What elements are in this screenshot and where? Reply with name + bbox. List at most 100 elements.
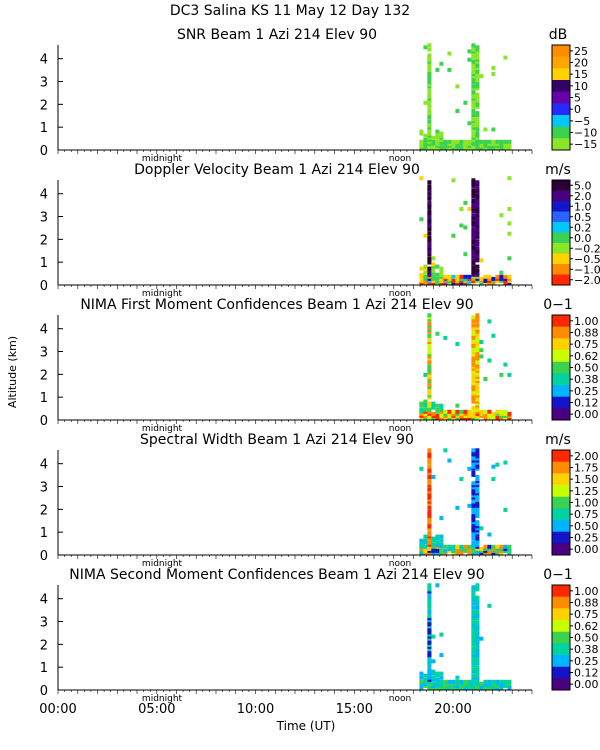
heatmap-cell <box>423 407 428 412</box>
heatmap-cell <box>471 123 476 128</box>
heatmap-cell <box>435 416 440 420</box>
heatmap-cell <box>475 524 480 529</box>
heatmap-cell <box>471 317 476 322</box>
heatmap-cell <box>503 276 508 281</box>
colorbar-label: 0.0 <box>574 232 592 245</box>
heatmap-cell <box>495 276 500 281</box>
noon-label: noon <box>389 424 411 434</box>
heatmap-cell <box>467 546 472 551</box>
heatmap-cell <box>423 274 428 279</box>
heatmap-cell <box>455 109 460 113</box>
heatmap-cell <box>427 401 432 406</box>
heatmap-cell <box>427 276 432 281</box>
heatmap-cell <box>459 546 464 551</box>
heatmap-cell <box>471 96 476 101</box>
heatmap-cell <box>475 520 480 525</box>
heatmap-cell <box>423 551 428 555</box>
heatmap-cell <box>419 217 424 222</box>
heatmap-cell <box>475 686 480 690</box>
heatmap-cell <box>475 209 480 214</box>
heatmap-cell <box>427 673 432 678</box>
heatmap-cell <box>435 67 440 72</box>
heatmap-cell <box>435 583 440 588</box>
heatmap-cell <box>431 538 436 543</box>
heatmap-cell <box>471 227 476 232</box>
heatmap-cell <box>459 686 464 690</box>
heatmap-cell <box>479 281 484 285</box>
heatmap-cell <box>467 544 472 549</box>
heatmap-cell <box>419 401 424 406</box>
heatmap-cell <box>487 551 492 555</box>
heatmap-cell <box>455 679 460 684</box>
heatmap-cell <box>427 647 432 651</box>
heatmap-cell <box>459 477 464 481</box>
heatmap-cell <box>427 115 432 120</box>
heatmap-cell <box>451 141 456 146</box>
heatmap-cell <box>451 411 456 416</box>
heatmap-cell <box>427 530 432 535</box>
heatmap-cell <box>471 192 476 197</box>
colorbar-swatch <box>552 190 570 202</box>
heatmap-cell <box>443 274 448 279</box>
heatmap-cell <box>475 117 480 122</box>
heatmap-cell <box>495 546 500 551</box>
heatmap-cell <box>419 272 424 277</box>
colorbar-swatch <box>552 543 570 556</box>
heatmap-cell <box>475 655 480 660</box>
heatmap-cell <box>499 139 504 144</box>
colorbar: 2.001.751.501.251.000.750.500.250.00 <box>551 449 599 556</box>
panel-units: m/s <box>545 432 571 448</box>
heatmap-cell <box>475 647 480 651</box>
heatmap-cell <box>427 196 432 201</box>
heatmap-cell <box>427 642 432 647</box>
panel-units: dB <box>549 27 568 43</box>
heatmap-cell <box>475 340 480 344</box>
heatmap-cell <box>451 544 456 549</box>
heatmap-cell <box>467 139 472 144</box>
heatmap-cell <box>475 601 480 606</box>
heatmap-cell <box>431 677 436 682</box>
heatmap-cell <box>503 416 508 420</box>
heatmap-cell <box>487 416 492 420</box>
heatmap-cell <box>471 366 476 371</box>
y-tick-label: 4 <box>40 323 48 338</box>
heatmap-cell <box>475 546 480 551</box>
heatmap-cell <box>427 628 432 633</box>
y-tick-label: 0 <box>40 414 48 429</box>
chart-panel: SNR Beam 1 Azi 214 Elev 90 dB 0 1 2 3 4 midnigh… <box>40 27 598 164</box>
heatmap-cell <box>467 274 472 279</box>
heatmap-cell <box>427 246 432 251</box>
heatmap-cell <box>499 270 504 275</box>
heatmap-cell <box>503 274 508 279</box>
heatmap-cell <box>483 274 488 279</box>
heatmap-cell <box>471 268 476 273</box>
heatmap-cell <box>475 536 480 541</box>
heatmap-cell <box>471 242 476 246</box>
colorbar-swatch <box>552 45 570 58</box>
colorbar-label: 1.75 <box>574 462 599 475</box>
heatmap-cell <box>471 655 476 660</box>
heatmap-cell <box>427 76 432 81</box>
heatmap-cell <box>479 348 484 353</box>
heatmap-cell <box>507 276 512 281</box>
heatmap-cell <box>451 274 456 279</box>
heatmap-cell <box>503 544 508 549</box>
panel-title: SNR Beam 1 Azi 214 Elev 90 <box>177 27 377 43</box>
colorbar-swatch <box>552 496 570 509</box>
heatmap-cell <box>471 356 476 361</box>
heatmap-cell <box>471 231 476 236</box>
heatmap-cell <box>471 260 476 265</box>
heatmap-cell <box>495 462 500 467</box>
midnight-label: midnight <box>142 559 183 569</box>
heatmap-cell <box>503 362 508 367</box>
heatmap-cell <box>431 264 436 269</box>
heatmap-cell <box>475 411 480 416</box>
colorbar-label: −0.5 <box>574 253 600 266</box>
heatmap-cell <box>471 74 476 79</box>
heatmap-cell <box>475 323 480 328</box>
heatmap-cell <box>427 651 432 656</box>
heatmap-cell <box>419 141 424 146</box>
heatmap-cell <box>475 313 480 318</box>
heatmap-cell <box>471 125 476 130</box>
y-tick-label: 4 <box>40 593 48 608</box>
